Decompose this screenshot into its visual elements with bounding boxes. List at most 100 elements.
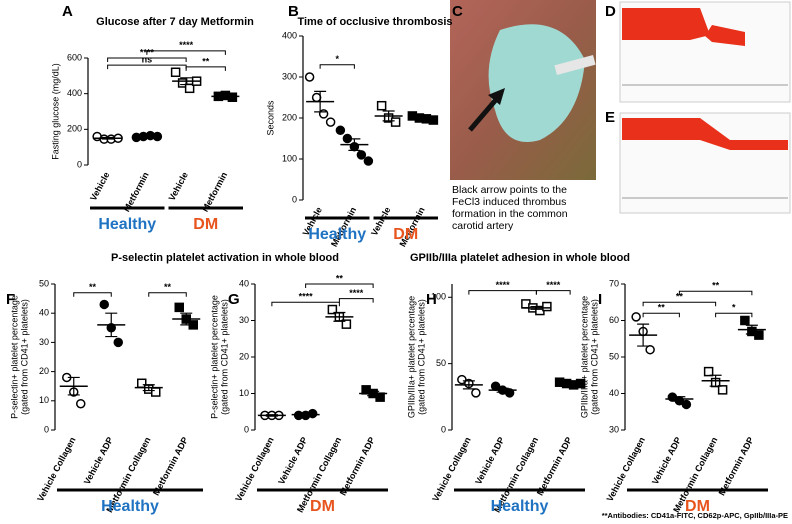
error-bar: [416, 116, 429, 120]
error-bar: [333, 311, 346, 322]
point: [335, 125, 346, 136]
x-tick-label: Vehicle: [369, 205, 392, 237]
error-bar: [299, 413, 312, 416]
point: [356, 150, 367, 160]
point: [717, 385, 728, 395]
sig-label: **: [89, 282, 97, 292]
y-tick-label: 50: [39, 278, 49, 288]
chart-title: Glucose after 7 day Metformin: [96, 16, 254, 28]
chart-title: Time of occlusive thrombosis: [297, 16, 452, 28]
sig-bracket: [338, 298, 374, 303]
x-tick-label: Vehicle ADP: [82, 435, 115, 486]
photo-c: [450, 0, 596, 180]
point: [390, 117, 401, 127]
group-label: Healthy: [101, 498, 159, 515]
error-bar: [709, 374, 722, 387]
x-tick-label: Vehicle: [167, 170, 190, 202]
y-axis-label: (gated from CD41+ platelets): [19, 299, 29, 415]
group-label: Healthy: [98, 216, 156, 233]
point: [703, 366, 714, 377]
panel-letter: H: [426, 291, 437, 308]
point: [327, 304, 338, 315]
y-axis-label: Seconds: [265, 100, 275, 136]
sig-bracket: [715, 312, 753, 318]
x-tick-label: Vehicle ADP: [276, 435, 309, 486]
y-axis-label: GPIIb/IIIa+ platelet percentage: [406, 296, 416, 418]
y-tick-label: 20: [239, 351, 249, 361]
y-tick-label: 200: [282, 112, 297, 122]
x-tick-label: Metformin ADP: [535, 435, 574, 497]
y-tick-label: 10: [239, 388, 249, 398]
sig-bracket: [642, 312, 680, 318]
x-tick-label: Vehicle Collagen: [35, 435, 77, 503]
y-tick-label: 10: [39, 395, 49, 405]
sig-label: **: [712, 281, 720, 291]
sig-bracket: [146, 50, 226, 55]
error-bar: [101, 136, 114, 140]
point: [754, 330, 764, 340]
point: [99, 299, 109, 310]
group-label: DM: [193, 216, 218, 233]
y-axis-label: GPIIb/IIIa+ platelet percentage: [579, 296, 589, 418]
footnote: **Antibodies: CD41a-FITC, CD62p-APC, GpI…: [602, 511, 788, 520]
point: [170, 67, 181, 78]
y-axis-label: P-selectin+ platelet percentage: [9, 295, 19, 419]
error-bar: [265, 414, 278, 417]
error-bar: [142, 384, 155, 392]
trace-e: [619, 112, 791, 214]
error-bar: [105, 312, 118, 338]
caption: carotid artery: [452, 220, 514, 232]
x-tick-label: Vehicle ADP: [650, 435, 683, 486]
x-tick-label: Metformin ADP: [717, 435, 756, 497]
panel-letter: E: [605, 109, 615, 126]
point: [311, 92, 322, 103]
point: [318, 109, 329, 119]
x-tick-label: Vehicle Collagen: [605, 435, 647, 503]
trace-d: [619, 1, 791, 103]
y-tick-label: 300: [282, 71, 297, 81]
sig-label: **: [164, 282, 172, 292]
x-tick-label: Vehicle Collagen: [233, 435, 275, 503]
y-tick-label: 40: [39, 308, 49, 318]
y-tick-label: 50: [609, 351, 619, 361]
y-tick-label: 40: [609, 388, 619, 398]
chart-title: P-selectin platelet activation in whole …: [111, 252, 339, 264]
sig-label: **: [658, 303, 666, 313]
x-tick-label: Vehicle ADP: [473, 435, 506, 486]
point: [645, 344, 655, 355]
point: [428, 115, 439, 125]
sig-label: ****: [179, 40, 194, 50]
error-bar: [67, 376, 80, 396]
point: [341, 319, 352, 329]
error-bar: [564, 382, 577, 385]
y-tick-label: 70: [609, 278, 619, 288]
y-tick-label: 0: [77, 159, 82, 169]
sig-label: **: [336, 273, 344, 283]
panel-letter: D: [605, 3, 616, 20]
point: [740, 315, 750, 326]
y-axis-label: (gated from CD41+ platelets): [589, 299, 599, 415]
sig-label: ****: [299, 292, 314, 302]
y-tick-label: 100: [431, 292, 446, 302]
sig-bracket: [185, 66, 226, 71]
error-bar: [140, 135, 153, 138]
group-label: Healthy: [308, 226, 366, 243]
sig-label: **: [676, 292, 684, 302]
y-tick-label: 30: [239, 315, 249, 325]
panel-letter: I: [598, 291, 602, 308]
caption: formation in the common: [452, 208, 568, 220]
y-tick-label: 50: [436, 358, 446, 368]
point: [363, 156, 374, 166]
error-bar: [180, 77, 193, 86]
group-label: DM: [393, 226, 418, 243]
error-bar: [314, 90, 327, 113]
error-bar: [367, 390, 380, 397]
point: [375, 392, 385, 402]
sig-bracket: [148, 292, 187, 297]
sig-bracket: [468, 290, 537, 295]
caption: FeCl3 induced thrombus: [452, 196, 566, 208]
point: [113, 337, 123, 348]
y-tick-label: 0: [244, 424, 249, 434]
y-tick-label: 0: [44, 424, 49, 434]
